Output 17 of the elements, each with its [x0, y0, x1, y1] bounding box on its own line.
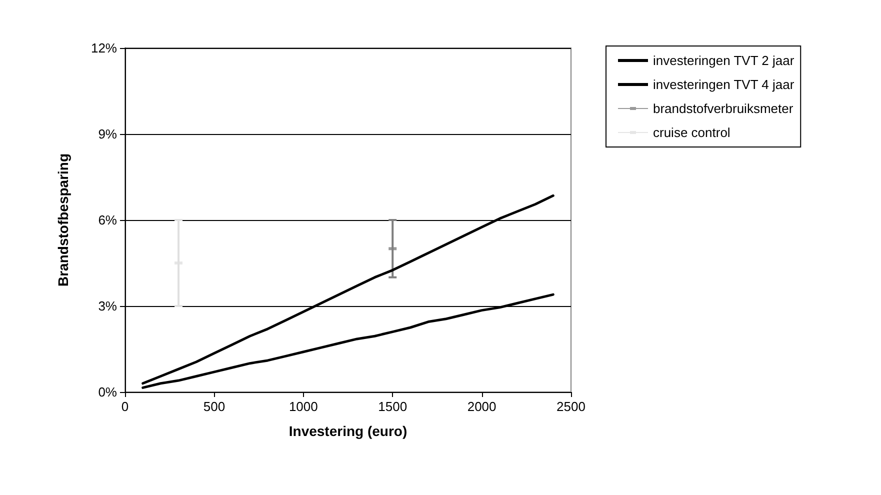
legend-label: investeringen TVT 4 jaar [653, 77, 795, 92]
x-tick-label: 500 [203, 399, 226, 414]
y-tick-label: 6% [98, 212, 118, 228]
y-tick-label: 9% [98, 126, 118, 142]
x-axis-title: Investering (euro) [288, 423, 408, 439]
x-tick-label: 1500 [378, 399, 408, 414]
x-tick-label: 1000 [288, 399, 318, 414]
legend-label: investeringen TVT 2 jaar [653, 53, 795, 68]
x-tick-label: 2000 [467, 399, 496, 414]
y-tick-label: 12% [90, 40, 118, 56]
y-axis-title: Brandstofbesparing [55, 153, 71, 287]
y-tick-label: 0% [98, 384, 118, 400]
legend-label: cruise control [653, 125, 730, 140]
legend-label: brandstofverbruiksmeter [653, 101, 794, 116]
x-tick-label: 0 [121, 399, 129, 414]
x-tick-label: 2500 [556, 399, 586, 414]
y-tick-label: 3% [98, 298, 118, 314]
